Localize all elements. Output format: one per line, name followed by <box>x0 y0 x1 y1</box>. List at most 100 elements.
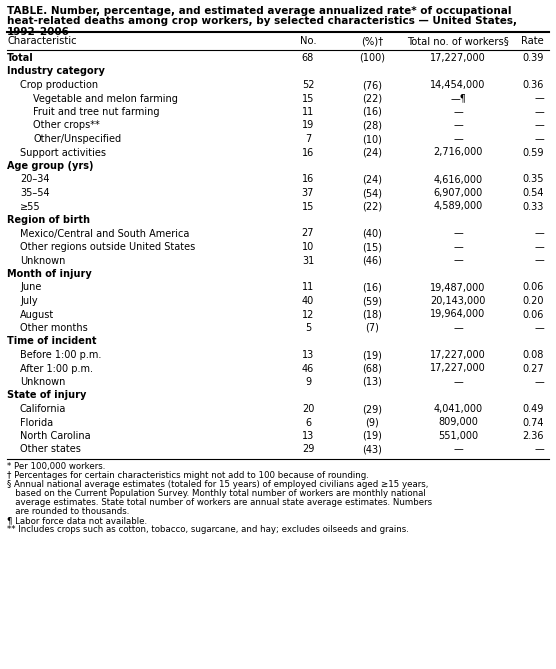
Text: 6: 6 <box>305 417 311 427</box>
Text: 6,907,000: 6,907,000 <box>433 188 483 198</box>
Text: Industry category: Industry category <box>7 66 105 76</box>
Text: 68: 68 <box>302 53 314 63</box>
Text: Other crops**: Other crops** <box>33 120 100 130</box>
Text: —: — <box>534 444 544 454</box>
Text: (68): (68) <box>362 363 382 373</box>
Text: 35–54: 35–54 <box>20 188 49 198</box>
Text: North Carolina: North Carolina <box>20 431 91 441</box>
Text: 11: 11 <box>302 107 314 117</box>
Text: 46: 46 <box>302 363 314 373</box>
Text: (22): (22) <box>362 94 382 104</box>
Text: —: — <box>453 120 463 130</box>
Text: —: — <box>534 323 544 333</box>
Text: 13: 13 <box>302 350 314 360</box>
Text: 7: 7 <box>305 134 311 144</box>
Text: (100): (100) <box>359 53 385 63</box>
Text: 40: 40 <box>302 296 314 306</box>
Text: ¶ Labor force data not available.: ¶ Labor force data not available. <box>7 516 147 525</box>
Text: (24): (24) <box>362 147 382 157</box>
Text: Before 1:00 p.m.: Before 1:00 p.m. <box>20 350 101 360</box>
Text: 2,716,000: 2,716,000 <box>433 147 483 157</box>
Text: (9): (9) <box>365 417 379 427</box>
Text: (28): (28) <box>362 120 382 130</box>
Text: 0.06: 0.06 <box>523 282 544 292</box>
Text: heat-related deaths among crop workers, by selected characteristics — United Sta: heat-related deaths among crop workers, … <box>7 17 517 27</box>
Text: Support activities: Support activities <box>20 147 106 157</box>
Text: 16: 16 <box>302 147 314 157</box>
Text: 20,143,000: 20,143,000 <box>430 296 486 306</box>
Text: Rate: Rate <box>522 36 544 46</box>
Text: 5: 5 <box>305 323 311 333</box>
Text: 4,616,000: 4,616,000 <box>434 175 483 185</box>
Text: TABLE. Number, percentage, and estimated average annualized rate* of occupationa: TABLE. Number, percentage, and estimated… <box>7 6 512 16</box>
Text: July: July <box>20 296 38 306</box>
Text: (15): (15) <box>362 242 382 252</box>
Text: After 1:00 p.m.: After 1:00 p.m. <box>20 363 93 373</box>
Text: Total no. of workers§: Total no. of workers§ <box>407 36 509 46</box>
Text: based on the Current Population Survey. Monthly total number of workers are mont: based on the Current Population Survey. … <box>7 489 426 498</box>
Text: California: California <box>20 404 66 414</box>
Text: (19): (19) <box>362 431 382 441</box>
Text: —: — <box>534 229 544 239</box>
Text: —: — <box>453 377 463 387</box>
Text: Vegetable and melon farming: Vegetable and melon farming <box>33 94 178 104</box>
Text: —¶: —¶ <box>450 94 466 104</box>
Text: 17,227,000: 17,227,000 <box>430 350 486 360</box>
Text: § Annual national average estimates (totaled for 15 years) of employed civilians: § Annual national average estimates (tot… <box>7 480 428 489</box>
Text: 0.20: 0.20 <box>523 296 544 306</box>
Text: —: — <box>453 107 463 117</box>
Text: —: — <box>534 107 544 117</box>
Text: —: — <box>534 256 544 266</box>
Text: 0.35: 0.35 <box>523 175 544 185</box>
Text: (%)†: (%)† <box>361 36 383 46</box>
Text: (22): (22) <box>362 201 382 211</box>
Text: 0.27: 0.27 <box>523 363 544 373</box>
Text: (7): (7) <box>365 323 379 333</box>
Text: 13: 13 <box>302 431 314 441</box>
Text: —: — <box>534 94 544 104</box>
Text: 0.74: 0.74 <box>523 417 544 427</box>
Text: —: — <box>453 134 463 144</box>
Text: (19): (19) <box>362 350 382 360</box>
Text: 19,487,000: 19,487,000 <box>430 282 486 292</box>
Text: Mexico/Central and South America: Mexico/Central and South America <box>20 229 190 239</box>
Text: 0.06: 0.06 <box>523 310 544 320</box>
Text: 17,227,000: 17,227,000 <box>430 53 486 63</box>
Text: (13): (13) <box>362 377 382 387</box>
Text: —: — <box>453 229 463 239</box>
Text: ≥55: ≥55 <box>20 201 41 211</box>
Text: June: June <box>20 282 41 292</box>
Text: 14,454,000: 14,454,000 <box>430 80 486 90</box>
Text: Fruit and tree nut farming: Fruit and tree nut farming <box>33 107 160 117</box>
Text: (40): (40) <box>362 229 382 239</box>
Text: —: — <box>534 242 544 252</box>
Text: average estimates. State total number of workers are annual state average estima: average estimates. State total number of… <box>7 498 432 507</box>
Text: Age group (yrs): Age group (yrs) <box>7 161 93 171</box>
Text: 2.36: 2.36 <box>523 431 544 441</box>
Text: (76): (76) <box>362 80 382 90</box>
Text: Month of injury: Month of injury <box>7 269 92 279</box>
Text: 4,041,000: 4,041,000 <box>434 404 483 414</box>
Text: (43): (43) <box>362 444 382 454</box>
Text: 9: 9 <box>305 377 311 387</box>
Text: 12: 12 <box>302 310 314 320</box>
Text: 20: 20 <box>302 404 314 414</box>
Text: (54): (54) <box>362 188 382 198</box>
Text: 19: 19 <box>302 120 314 130</box>
Text: (18): (18) <box>362 310 382 320</box>
Text: State of injury: State of injury <box>7 391 86 401</box>
Text: * Per 100,000 workers.: * Per 100,000 workers. <box>7 462 106 471</box>
Text: (29): (29) <box>362 404 382 414</box>
Text: Other states: Other states <box>20 444 81 454</box>
Text: 1992–2006: 1992–2006 <box>7 27 70 37</box>
Text: Crop production: Crop production <box>20 80 98 90</box>
Text: 11: 11 <box>302 282 314 292</box>
Text: —: — <box>534 134 544 144</box>
Text: 15: 15 <box>302 201 314 211</box>
Text: (16): (16) <box>362 282 382 292</box>
Text: No.: No. <box>300 36 316 46</box>
Text: —: — <box>453 256 463 266</box>
Text: 0.54: 0.54 <box>523 188 544 198</box>
Text: 37: 37 <box>302 188 314 198</box>
Text: Unknown: Unknown <box>20 377 66 387</box>
